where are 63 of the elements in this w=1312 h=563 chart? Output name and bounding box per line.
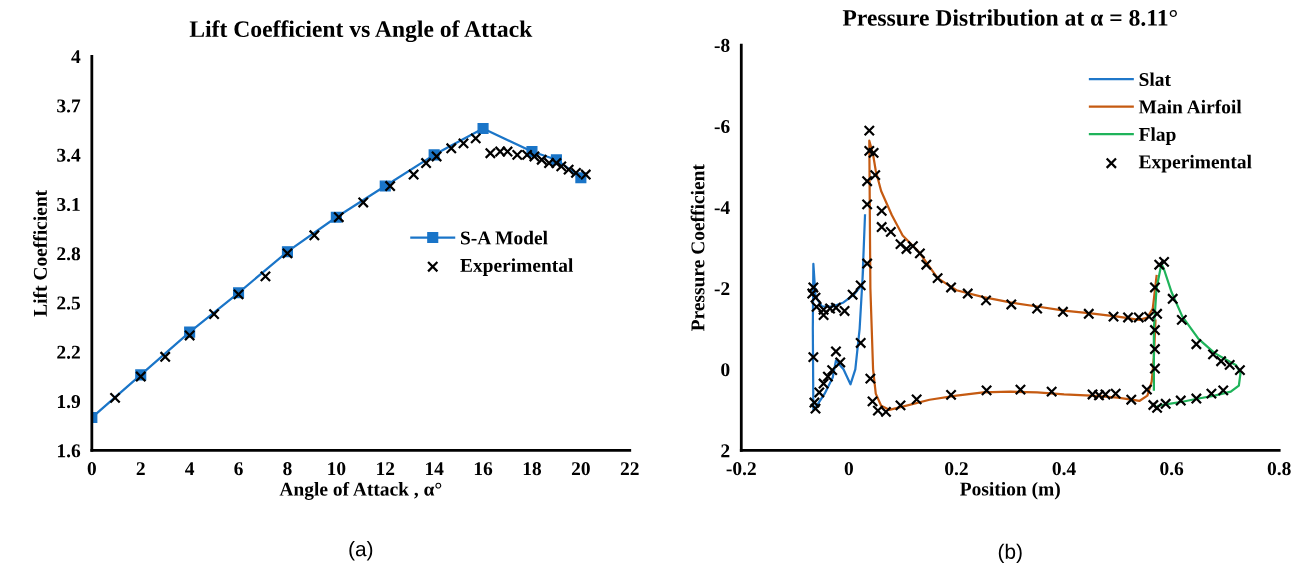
x-tick-label: 4 xyxy=(185,462,195,475)
y-tick-label: -8 xyxy=(714,38,730,52)
x-tick-label: 0.6 xyxy=(1160,462,1184,476)
point xyxy=(259,270,272,283)
point xyxy=(469,132,482,145)
x-tick-label: 10 xyxy=(328,462,346,476)
y-axis-title: Lift Coefficient xyxy=(33,189,47,317)
point xyxy=(308,229,321,242)
y-tick-label: -6 xyxy=(714,119,730,134)
line-series xyxy=(811,214,867,411)
point xyxy=(357,196,370,209)
point xyxy=(208,308,220,320)
x-axis-title: Angle of Attack , α° xyxy=(279,481,442,500)
legend-label: Flap xyxy=(1138,127,1176,145)
text: (b) xyxy=(998,543,1022,563)
point xyxy=(407,168,420,181)
point xyxy=(159,351,171,363)
legend-label: S-A Model xyxy=(461,230,548,245)
y-tick-label: 2.5 xyxy=(57,296,81,310)
x-tick-label: 0 xyxy=(844,462,853,476)
legend-label: Main Airfoil xyxy=(1138,99,1242,114)
y-tick-label: 2 xyxy=(721,444,730,458)
x-tick-label: -0.2 xyxy=(726,462,756,476)
line-series xyxy=(1152,262,1242,407)
legend-label: Experimental xyxy=(1138,154,1252,173)
x-tick-label: 12 xyxy=(377,462,395,475)
x-tick-label: 8 xyxy=(283,462,292,476)
x-tick-label: 2 xyxy=(136,462,145,475)
x-tick-label: 0.8 xyxy=(1267,462,1291,476)
point xyxy=(477,122,489,135)
x-tick-label: 22 xyxy=(620,462,639,475)
y-axis-title: Pressure Coefficient xyxy=(690,164,705,331)
x-tick-label: 0.4 xyxy=(1052,462,1076,476)
text: (a) xyxy=(349,541,373,561)
legend-label: Experimental xyxy=(460,258,574,276)
point xyxy=(457,137,470,150)
x-tick-label: 6 xyxy=(234,462,243,476)
y-tick-label: 4 xyxy=(71,50,81,64)
chart-title: Pressure Distribution at α = 8.11° xyxy=(842,9,1177,26)
y-tick-label: 3.4 xyxy=(57,148,81,162)
x-tick-label: 16 xyxy=(474,462,493,476)
chart-title: Lift Coefficient vs Angle of Attack xyxy=(189,20,533,43)
y-tick-label: 3.1 xyxy=(57,197,80,212)
legend-label: Slat xyxy=(1139,72,1171,87)
x-tick-label: 14 xyxy=(425,462,444,475)
point xyxy=(420,157,432,169)
point xyxy=(183,329,196,342)
x-axis-title: Position (m) xyxy=(960,481,1060,500)
point xyxy=(445,142,458,155)
y-tick-label: 1.6 xyxy=(57,444,81,458)
point xyxy=(109,392,121,404)
point xyxy=(384,180,396,192)
y-tick-label: 2.8 xyxy=(57,247,81,261)
x-tick-label: 0.2 xyxy=(945,462,968,476)
y-tick-label: -2 xyxy=(714,282,730,295)
y-tick-label: 1.9 xyxy=(57,395,81,409)
y-tick-label: 0 xyxy=(721,363,730,377)
y-tick-label: 3.7 xyxy=(57,99,81,113)
y-tick-label: 2.2 xyxy=(57,345,80,359)
x-tick-label: 20 xyxy=(571,462,590,476)
x-tick-label: 0 xyxy=(87,462,96,476)
y-tick-label: -4 xyxy=(714,201,730,214)
x-tick-label: 18 xyxy=(523,462,542,476)
